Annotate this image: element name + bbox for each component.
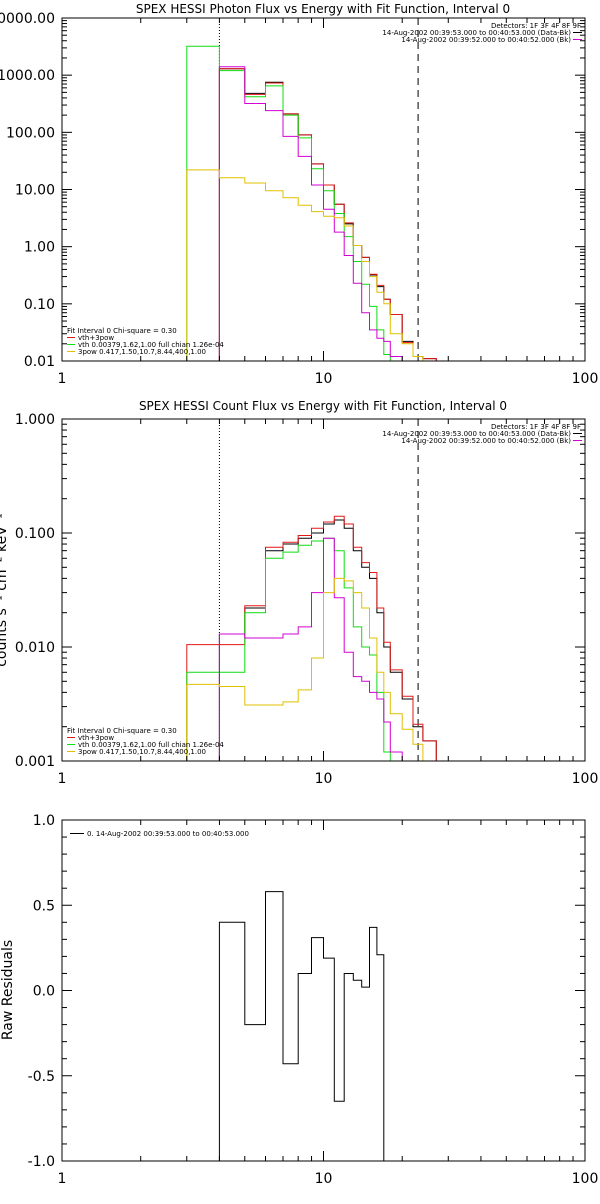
step-curve-0	[218, 891, 385, 1161]
photon-flux-tick-labels: 1 10 100 0.01 0.10 1.00 10.00 100.00 1000.00 1000…	[0, 11, 598, 387]
residuals-y-label: Raw Residuals	[0, 940, 16, 1040]
x-tick-label: 100	[572, 771, 599, 787]
x-tick-label: 10	[315, 771, 333, 787]
step-curve-3	[218, 66, 413, 362]
count-flux-frame	[61, 418, 586, 762]
count-flux-title: SPEX HESSI Count Flux vs Energy with Fit…	[139, 399, 507, 413]
x-tick-label: 1	[58, 371, 67, 387]
y-tick-label: 1.000	[15, 412, 55, 428]
step-curve-3	[218, 537, 403, 761]
legend-item: 0. 14-Aug-2002 00:39:53.000 to 00:40:53.…	[87, 830, 249, 838]
y-tick-label: 10.00	[15, 183, 55, 199]
x-tick-label: 1	[58, 771, 67, 787]
legend-item: vth+3pow	[78, 334, 114, 342]
y-tick-label: 0.5	[33, 898, 55, 914]
x-tick-label: 10	[315, 371, 333, 387]
y-tick-label: 1000.00	[0, 68, 55, 84]
photon-flux-frame	[61, 17, 586, 362]
legend-item: vth 0.00379,1.62,1.00 full chian 1.26e-0…	[78, 341, 224, 349]
residuals-legend: 0. 14-Aug-2002 00:39:53.000 to 00:40:53.…	[70, 830, 249, 838]
legend-title: Fit Interval 0 Chi-square = 0.30	[67, 327, 177, 335]
y-tick-label: 1.0	[33, 813, 55, 829]
photon-flux-curves	[186, 45, 437, 362]
residuals-tick-labels: 1 10 100 -1.0 -0.5 0.0 0.5 1.0	[28, 813, 599, 1187]
step-curve-1	[186, 515, 437, 761]
y-tick-label: -1.0	[28, 1154, 55, 1170]
header-line: Detectors: 1F 3F 4F 8F 9F	[491, 22, 581, 30]
y-tick-label: 10000.00	[0, 11, 55, 27]
count-flux-tick-labels: 1 10 100 0.001 0.010 0.100 1.000	[15, 412, 598, 787]
y-tick-label: 100.00	[6, 125, 55, 141]
count-flux-panel: SPEX HESSI Count Flux vs Energy with Fit…	[0, 399, 598, 787]
step-curve-4	[186, 169, 437, 362]
legend-item: vth+3pow	[78, 734, 114, 742]
legend-item: 3pow 0.417,1.50,10.7,8.44,400,1.00	[78, 348, 206, 356]
residuals-panel: Raw Residuals 1 10 100 -1.0 -0.5 0.0 0.5 1.0 0.…	[0, 813, 598, 1187]
header-line: 14-Aug-2002 00:39:52.000 to 00:40:52.000…	[401, 36, 571, 44]
header-line: 14-Aug-2002 00:39:53.000 to 00:40:53.000…	[382, 29, 571, 37]
step-curve-2	[186, 45, 403, 362]
header-line: 14-Aug-2002 00:39:52.000 to 00:40:52.000…	[401, 437, 571, 445]
legend-item: 3pow 0.417,1.50,10.7,8.44,400,1.00	[78, 748, 206, 756]
residuals-curves	[218, 891, 385, 1161]
y-tick-label: 1.00	[24, 240, 55, 256]
y-tick-label: 0.010	[15, 640, 55, 656]
y-tick-label: 0.10	[24, 297, 55, 313]
x-tick-label: 1	[58, 1171, 67, 1187]
photon-flux-title: SPEX HESSI Photon Flux vs Energy with Fi…	[136, 2, 510, 16]
legend-item: vth 0.00379,1.62,1.00 full chian 1.26e-0…	[78, 741, 224, 749]
header-line: Detectors: 1F 3F 4F 8F 9F	[491, 423, 581, 431]
x-tick-label: 10	[315, 1171, 333, 1187]
count-flux-y-label: counts s⁻¹ cm⁻² keV⁻¹	[0, 513, 10, 667]
photon-flux-panel: SPEX HESSI Photon Flux vs Energy with Fi…	[0, 2, 598, 387]
count-flux-curves	[186, 515, 437, 762]
y-tick-label: 0.0	[33, 984, 55, 1000]
y-tick-label: 0.100	[15, 526, 55, 542]
y-tick-label: -0.5	[28, 1069, 55, 1085]
y-tick-label: 0.01	[24, 354, 55, 370]
x-tick-label: 100	[572, 371, 599, 387]
legend-title: Fit Interval 0 Chi-square = 0.30	[67, 727, 177, 735]
step-curve-4	[186, 577, 437, 762]
count-flux-legend: Fit Interval 0 Chi-square = 0.30vth+3pow…	[67, 727, 224, 756]
x-tick-label: 100	[572, 1171, 599, 1187]
y-tick-label: 0.001	[15, 754, 55, 770]
residuals-frame	[61, 819, 586, 1162]
photon-flux-legend: Fit Interval 0 Chi-square = 0.30vth+3pow…	[67, 327, 224, 356]
header-line: 14-Aug-2002 00:39:53.000 to 00:40:53.000…	[382, 430, 571, 438]
